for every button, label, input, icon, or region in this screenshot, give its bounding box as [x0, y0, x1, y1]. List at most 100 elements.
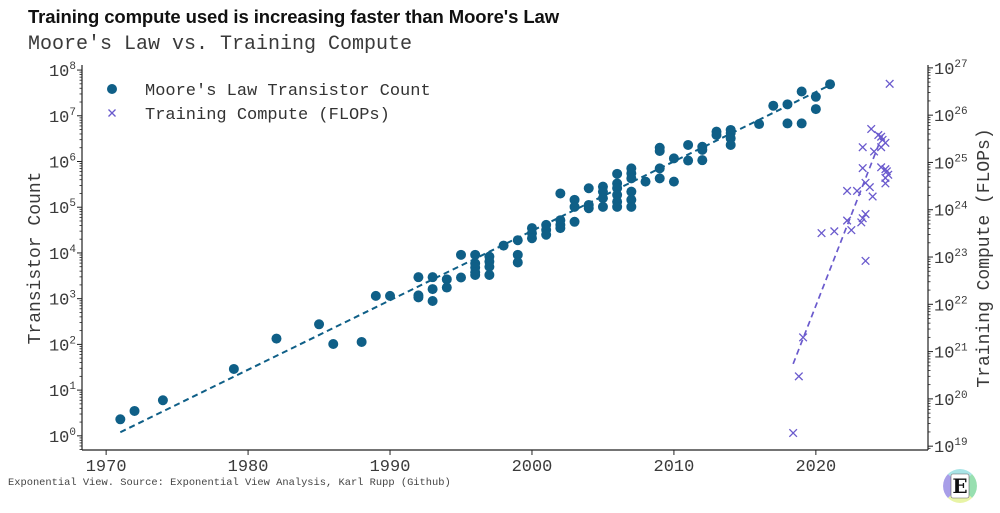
transistor-point [626, 201, 637, 212]
transistor-point [810, 104, 821, 115]
compute-point [865, 182, 875, 192]
tick-label-base: 10 [49, 155, 69, 174]
y-left-tick-label: 103 [49, 290, 76, 311]
y-right-tick-label: 1026 [934, 106, 968, 127]
y-right-tick-label: 1021 [934, 343, 968, 364]
tick-label-base: 10 [934, 108, 954, 127]
transistor-point [683, 155, 694, 166]
compute-point [876, 163, 886, 172]
tick-label-base: 10 [934, 61, 954, 80]
transistor-point [810, 91, 821, 102]
transistor-point [612, 168, 623, 179]
y-axis-left-label: Transistor Count [26, 172, 46, 345]
axis-ticks: 1970 1980 1990 2000 2010 20201001011021031041… [49, 59, 968, 477]
tick-label-base: 10 [934, 345, 954, 364]
transistor-point [512, 235, 523, 246]
compute-point [842, 186, 852, 196]
compute-point [830, 227, 839, 236]
trend-lines [119, 84, 885, 434]
tick-label-exponent: 4 [69, 244, 76, 256]
y-right-tick-label: 1020 [934, 390, 968, 411]
transistor-point [498, 240, 509, 251]
x-tick-label: 1990 [370, 458, 411, 477]
compute-point [857, 218, 866, 227]
transistor-point [583, 203, 594, 214]
transistor-point [555, 188, 566, 199]
exponential-view-logo: E [943, 469, 977, 503]
transistor-point [697, 155, 708, 166]
y-left-tick-label: 101 [49, 381, 76, 402]
tick-label-exponent: 21 [954, 343, 968, 355]
transistor-point [314, 319, 325, 330]
transistor-point [470, 269, 481, 280]
compute-point [876, 142, 886, 152]
tick-label-exponent: 27 [954, 59, 967, 71]
source-footnote: Exponential View. Source: Exponential Vi… [8, 477, 451, 489]
compute-point [868, 192, 877, 201]
transistor-point [526, 233, 537, 244]
tick-label-base: 10 [49, 292, 69, 311]
transistor-point [612, 201, 623, 212]
compute-point [885, 79, 894, 89]
legend-item-moore: Moore's Law Transistor Count [107, 82, 431, 101]
legend: Moore's Law Transistor Count Training Co… [107, 82, 431, 125]
transistor-point [626, 194, 637, 205]
y-left-tick-label: 100 [49, 427, 76, 448]
y-right-tick-label: 1027 [934, 59, 968, 80]
tick-label-base: 10 [49, 109, 69, 128]
tick-label-exponent: 3 [69, 290, 76, 302]
transistor-point [782, 118, 793, 129]
compute-point [861, 209, 870, 219]
transistor-point [541, 229, 552, 240]
transistor-point [597, 193, 608, 204]
transistor-point [825, 79, 836, 90]
transistor-point [626, 186, 637, 197]
tick-label-exponent: 23 [954, 248, 967, 260]
tick-label-exponent: 20 [954, 390, 967, 402]
y-right-tick-label: 1025 [934, 153, 968, 174]
transistor-point [768, 100, 779, 111]
compute-point [847, 225, 856, 235]
transistor-point [328, 338, 339, 349]
y-right-tick-label: 1019 [934, 437, 968, 458]
tick-label-exponent: 1 [69, 381, 76, 393]
transistor-point [569, 216, 580, 227]
transistor-point [441, 282, 452, 293]
x-tick-label: 2020 [795, 458, 836, 477]
transistor-point [640, 176, 651, 187]
chart-title: Moore's Law vs. Training Compute [28, 33, 413, 56]
tick-label-base: 10 [934, 155, 954, 174]
transistor-point [796, 118, 807, 129]
transistor-point [455, 272, 466, 283]
compute-point [852, 186, 862, 196]
transistor-point [370, 290, 381, 301]
compute-point [858, 142, 867, 152]
transistor-point [626, 173, 637, 184]
x-tick-label: 1980 [228, 458, 269, 477]
transistor-point [441, 274, 452, 285]
transistor-point [455, 249, 466, 260]
legend-item-compute: Training Compute (FLOPs) [108, 106, 390, 125]
tick-label-base: 10 [49, 63, 69, 82]
transistor-point [569, 201, 580, 212]
tick-label-exponent: 7 [69, 107, 76, 119]
y-axis-right-label: Training Compute (FLOPs) [975, 128, 995, 387]
tick-label-base: 10 [49, 200, 69, 219]
y-left-tick-label: 107 [49, 107, 76, 128]
legend-x-marker-icon [108, 109, 116, 117]
transistor-point [782, 99, 793, 110]
transistor-point [796, 86, 807, 97]
y-left-tick-label: 105 [49, 198, 76, 219]
transistor-point [271, 333, 282, 344]
y-right-tick-label: 1024 [934, 201, 968, 222]
compute-point [842, 216, 852, 225]
chart-headline: Training compute used is increasing fast… [28, 6, 560, 27]
compute-point [866, 124, 876, 134]
tick-label-exponent: 19 [954, 437, 967, 449]
tick-label-exponent: 5 [69, 198, 76, 210]
compute-point [858, 163, 867, 173]
compute-point [788, 428, 798, 438]
transistor-point [427, 284, 438, 295]
transistor-point [654, 173, 665, 184]
